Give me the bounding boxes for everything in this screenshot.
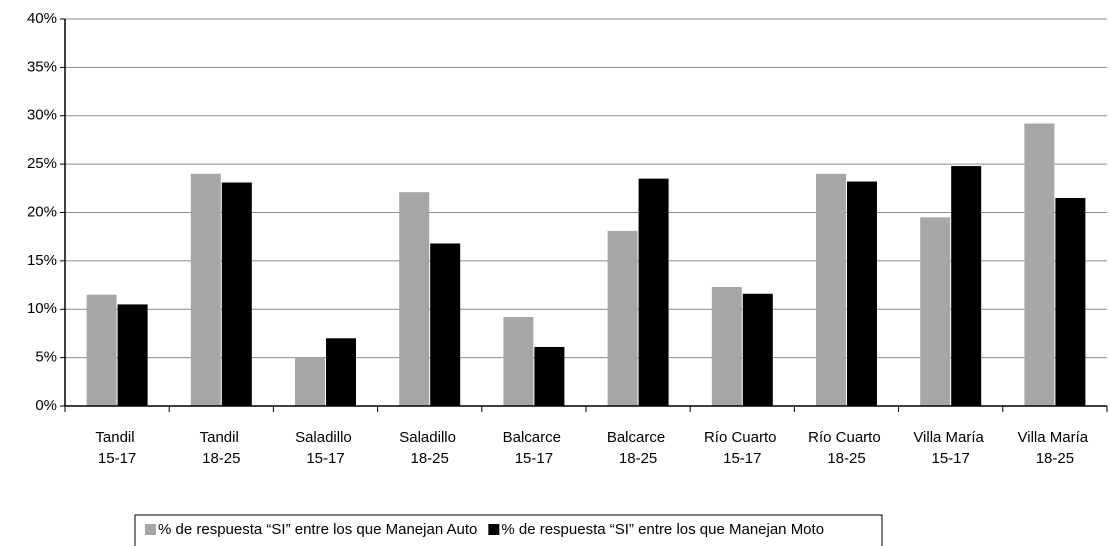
bar bbox=[117, 304, 148, 406]
bar bbox=[86, 294, 117, 406]
bar bbox=[742, 293, 773, 406]
y-tick-label: 30% bbox=[27, 107, 57, 124]
y-tick-label: 15% bbox=[27, 252, 57, 269]
legend-label: % de respuesta “SI” entre los que Maneja… bbox=[158, 521, 477, 538]
y-tick-label: 10% bbox=[27, 300, 57, 317]
bar bbox=[816, 173, 846, 406]
y-tick-label: 5% bbox=[35, 349, 57, 366]
bar bbox=[607, 230, 638, 406]
bar bbox=[920, 217, 951, 406]
bar bbox=[221, 182, 252, 406]
bar bbox=[326, 338, 356, 406]
bar bbox=[638, 178, 669, 406]
bar bbox=[951, 166, 982, 406]
bar bbox=[1024, 123, 1055, 407]
x-tick-label: Villa María 18-25 bbox=[1018, 429, 1093, 467]
x-tick-label: Saladillo 15-17 bbox=[295, 429, 356, 467]
bar bbox=[503, 316, 534, 406]
y-tick-label: 35% bbox=[27, 58, 57, 75]
bar bbox=[295, 357, 325, 406]
bar bbox=[711, 286, 742, 406]
bar bbox=[430, 243, 461, 406]
bar bbox=[399, 192, 430, 406]
x-tick-label: Tandil 18-25 bbox=[200, 429, 243, 467]
x-tick-label: Saladillo 18-25 bbox=[399, 429, 460, 467]
x-tick-label: Villa María 15-17 bbox=[913, 429, 988, 467]
y-tick-label: 20% bbox=[27, 203, 57, 220]
legend-box bbox=[134, 514, 883, 546]
bar bbox=[847, 181, 877, 406]
x-tick-label: Río Cuarto 15-17 bbox=[704, 429, 781, 467]
bar bbox=[190, 173, 221, 406]
legend-label: % de respuesta “SI” entre los que Maneja… bbox=[501, 521, 824, 538]
bar bbox=[534, 346, 565, 406]
x-tick-label: Balcarce 15-17 bbox=[503, 429, 566, 467]
legend-swatch bbox=[488, 524, 500, 535]
x-tick-label: Río Cuarto 18-25 bbox=[808, 429, 885, 467]
x-tick-label: Tandil 15-17 bbox=[95, 429, 138, 467]
y-tick-label: 40% bbox=[27, 10, 57, 27]
legend-swatch bbox=[145, 524, 156, 535]
y-tick-label: 0% bbox=[35, 397, 57, 414]
x-tick-label: Balcarce 18-25 bbox=[607, 429, 670, 467]
bar bbox=[1055, 197, 1086, 406]
y-tick-label: 25% bbox=[27, 155, 57, 172]
